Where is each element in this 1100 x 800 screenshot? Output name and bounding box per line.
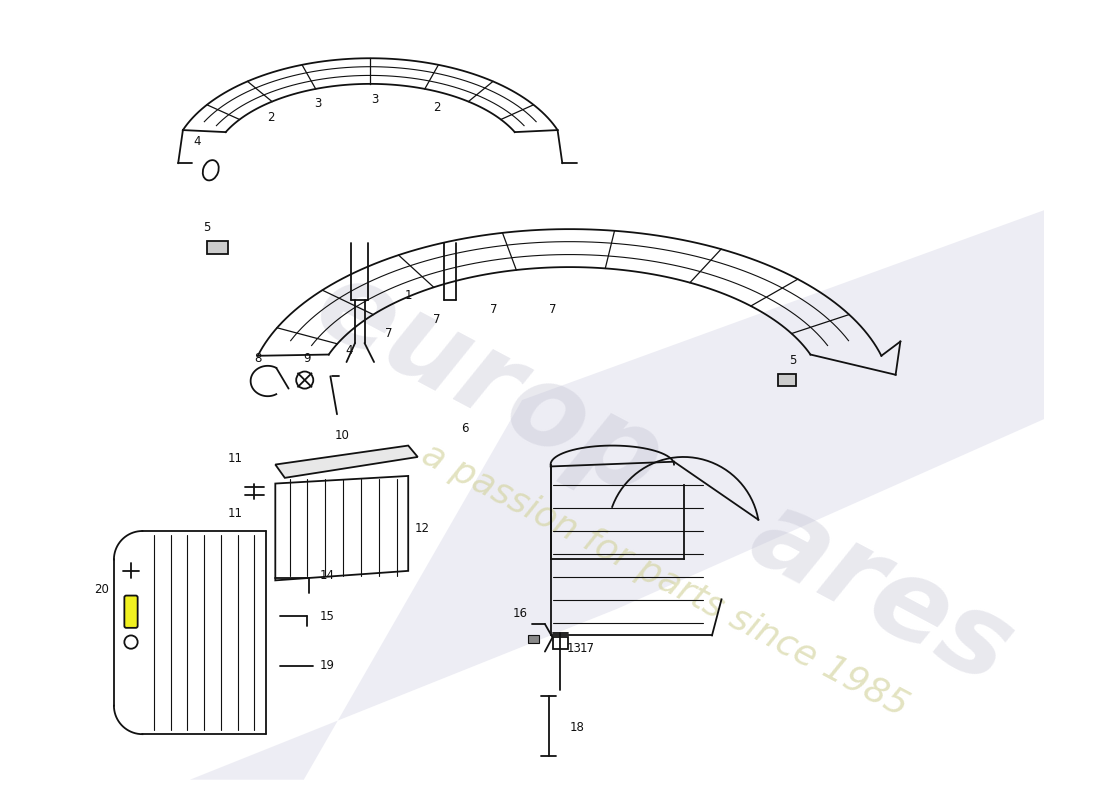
FancyBboxPatch shape [207, 241, 228, 254]
Text: 19: 19 [320, 659, 336, 672]
Text: 2: 2 [433, 101, 440, 114]
Text: 3: 3 [315, 98, 321, 110]
Text: 4: 4 [194, 135, 201, 148]
Text: 5: 5 [789, 354, 796, 366]
Text: 7: 7 [490, 303, 497, 316]
Text: 2: 2 [267, 110, 274, 123]
Text: 17: 17 [580, 642, 594, 655]
Text: 20: 20 [95, 583, 109, 596]
Text: 15: 15 [320, 610, 336, 623]
FancyBboxPatch shape [124, 595, 138, 628]
Text: 11: 11 [228, 507, 243, 521]
Text: europ   ares: europ ares [298, 246, 1031, 706]
Text: 7: 7 [433, 313, 440, 326]
Text: 13: 13 [566, 642, 582, 655]
FancyBboxPatch shape [528, 635, 539, 643]
FancyBboxPatch shape [779, 374, 795, 386]
Text: 11: 11 [228, 452, 243, 466]
Text: 18: 18 [570, 721, 584, 734]
Text: a passion for parts since 1985: a passion for parts since 1985 [416, 438, 913, 723]
Text: 7: 7 [549, 303, 557, 316]
Text: 9: 9 [302, 352, 310, 365]
Text: 6: 6 [461, 422, 469, 435]
Text: 7: 7 [385, 327, 393, 340]
Text: 5: 5 [204, 221, 210, 234]
Polygon shape [275, 446, 418, 478]
Text: 14: 14 [320, 569, 336, 582]
Text: 3: 3 [372, 93, 378, 106]
Text: 16: 16 [513, 607, 528, 620]
Text: 4: 4 [345, 344, 353, 357]
Polygon shape [190, 210, 1044, 780]
Text: 10: 10 [334, 429, 349, 442]
Text: 12: 12 [415, 522, 430, 534]
Text: 1: 1 [405, 289, 412, 302]
Text: 8: 8 [254, 352, 262, 365]
